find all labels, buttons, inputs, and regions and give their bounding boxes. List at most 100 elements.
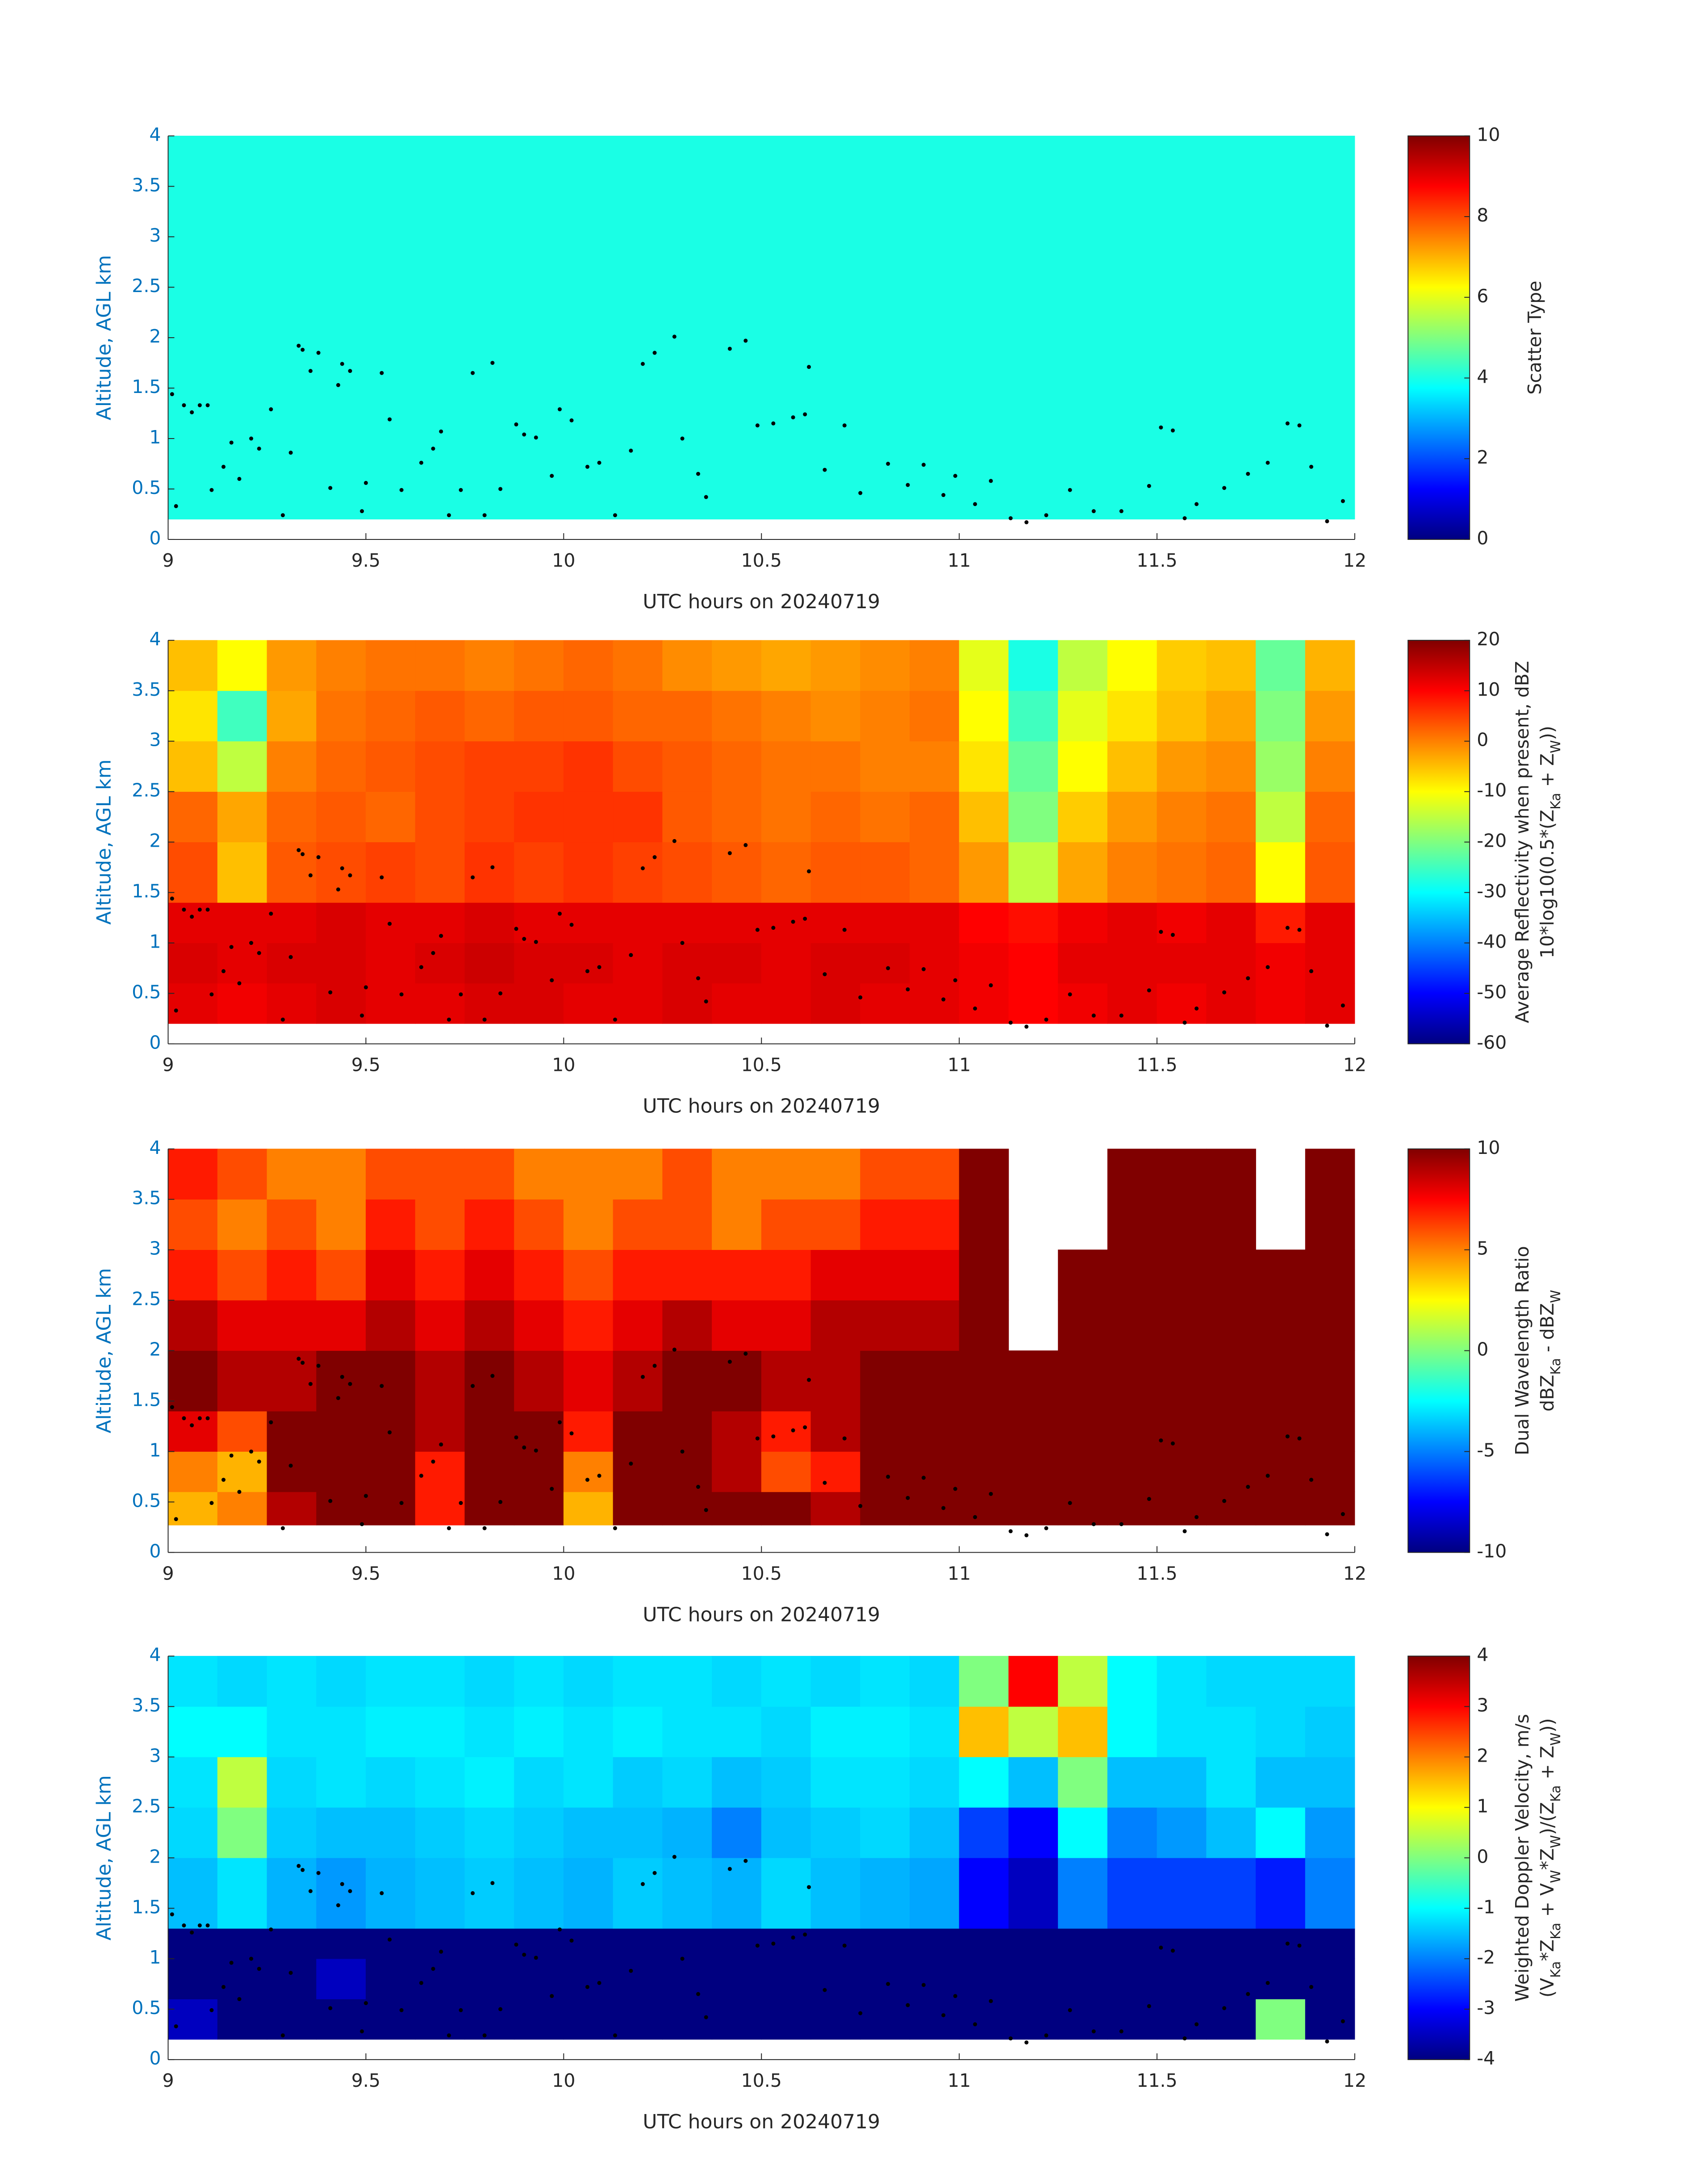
cloud-base-point [221, 969, 226, 974]
cloud-base-point [640, 362, 645, 366]
heat-cell [959, 1411, 1009, 1452]
x-tick-label: 10 [552, 2070, 575, 2091]
heat-cell [514, 1249, 564, 1300]
heat-cell [514, 943, 564, 984]
cloud-base-point [170, 392, 174, 397]
heat-cell [1157, 1149, 1207, 1200]
heat-cell [860, 1928, 910, 1959]
heat-cell [1305, 1757, 1355, 1808]
cloud-base-point [652, 1871, 657, 1875]
x-tick-label: 10 [552, 1054, 575, 1075]
x-tick-label: 9 [162, 1054, 174, 1075]
label-segment: *Z [1537, 1848, 1558, 1870]
cloud-base-point [906, 1496, 910, 1500]
heat-cell [1157, 640, 1207, 691]
heat-cell [761, 983, 811, 1024]
heat-cell [761, 1350, 811, 1412]
x-tick-label: 10.5 [741, 1054, 782, 1075]
heat-cell [959, 1149, 1009, 1200]
heat-cell [1157, 690, 1207, 742]
heat-cell [613, 1999, 663, 2040]
y-tick-label: 3 [149, 1745, 161, 1766]
heat-cell [1206, 741, 1256, 792]
heat-cell [464, 1656, 514, 1707]
heat-cell [267, 1999, 317, 2040]
heat-cell [217, 690, 267, 742]
heat-cell [168, 791, 218, 843]
cloud-base-point [221, 464, 226, 469]
heat-cell [712, 1492, 762, 1525]
cloud-base-point [388, 417, 392, 422]
heat-cell [1206, 1350, 1256, 1412]
heat-cell [415, 1451, 465, 1492]
cloud-base-point [941, 997, 946, 1002]
heat-cell [267, 690, 317, 742]
heat-cell [316, 1656, 366, 1707]
cloud-base-point [1091, 1522, 1096, 1526]
cloud-base-point [1119, 509, 1123, 514]
label-segment: dBZ [1537, 1375, 1558, 1412]
cloud-base-point [482, 513, 487, 518]
colorbar-tick-label: 1 [1477, 1795, 1488, 1817]
heat-cell [1008, 690, 1058, 742]
cloud-base-point [197, 1923, 202, 1928]
heat-cell [1058, 1706, 1108, 1757]
heat-cell [563, 1656, 614, 1707]
colorbar-tick-label: -60 [1477, 1032, 1507, 1053]
heat-cell [662, 1928, 712, 1959]
cloud-base-point [585, 1478, 589, 1482]
cloud-base-point [182, 1416, 186, 1421]
heat-cell [712, 902, 762, 943]
heat-cell [415, 1958, 465, 1999]
heat-cell [712, 1928, 762, 1959]
heat-cell [1008, 1757, 1058, 1808]
cloud-base-point [1341, 2019, 1345, 2023]
cloud-base-point [727, 347, 732, 351]
heat-cell [1107, 1807, 1157, 1858]
y-tick-label: 3 [149, 225, 161, 246]
heat-cell [168, 1958, 218, 1999]
heat-cell [514, 1757, 564, 1808]
cloud-base-point [1182, 2036, 1187, 2041]
heat-cell [860, 1492, 910, 1525]
heat-cell [415, 1249, 465, 1300]
heat-cell [1157, 1958, 1207, 1999]
cloud-base-point [336, 887, 340, 892]
heat-cell [662, 1199, 712, 1250]
heat-cell [1256, 1807, 1306, 1858]
heat-cell [168, 1706, 218, 1757]
label-segment: Ka [1548, 1922, 1564, 1939]
heat-cell [1305, 842, 1355, 903]
cloud-base-point [597, 1474, 601, 1478]
cloud-base-point [534, 940, 538, 944]
colorbar-tick-label: -40 [1477, 931, 1507, 953]
cloud-base-point [301, 1868, 305, 1872]
cloud-base-point [1147, 988, 1151, 993]
heat-cell [712, 1757, 762, 1808]
cloud-base-point [1119, 1522, 1123, 1526]
heat-cell [712, 983, 762, 1024]
heat-cell [1256, 1757, 1306, 1808]
cloud-base-point [973, 502, 977, 506]
x-tick-label: 12 [1343, 1054, 1366, 1075]
heat-cell [1256, 640, 1306, 691]
colorbar-tick-label: -30 [1477, 881, 1507, 902]
heat-cell [1305, 1300, 1355, 1351]
heat-cell [415, 1492, 465, 1525]
heat-cell [1206, 640, 1256, 691]
cloud-base-point [613, 513, 617, 518]
heat-cell [316, 1492, 366, 1525]
heat-cell [217, 1451, 267, 1492]
colorbar-tick-label: 4 [1477, 366, 1488, 387]
heat-cell [712, 791, 762, 843]
cloud-base-point [807, 1885, 811, 1889]
heat-cell [168, 1149, 218, 1200]
heat-cell [761, 1199, 811, 1250]
cloud-base-point [229, 1960, 234, 1965]
cloud-base-point [471, 1384, 475, 1388]
heat-cell [712, 1656, 762, 1707]
y-tick-label: 2.5 [132, 275, 161, 297]
heat-cell [415, 640, 465, 691]
heat-cell [1256, 791, 1306, 843]
cloud-base-point [182, 907, 186, 912]
